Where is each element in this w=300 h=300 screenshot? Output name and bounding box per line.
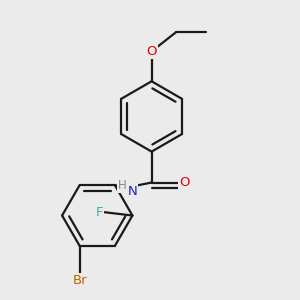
Text: Br: Br <box>72 274 87 287</box>
Text: N: N <box>128 184 137 197</box>
Text: O: O <box>146 45 157 58</box>
Text: F: F <box>96 206 103 218</box>
Text: O: O <box>179 176 190 189</box>
Text: H: H <box>118 179 127 192</box>
